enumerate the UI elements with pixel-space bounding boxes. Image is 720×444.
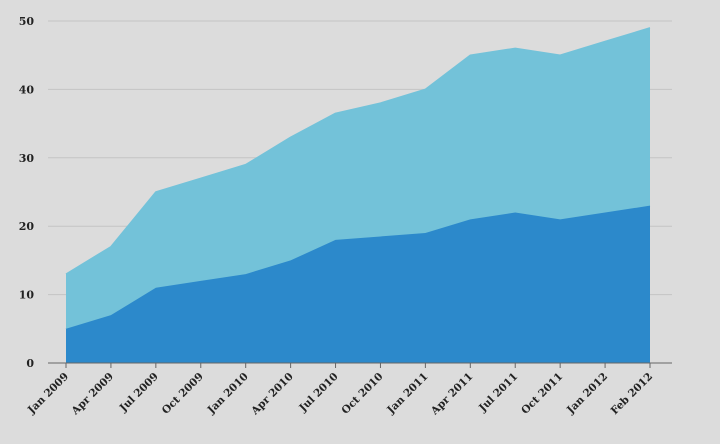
y-tick-label: 40 — [19, 83, 35, 96]
series-areas — [65, 27, 651, 363]
x-tick-label: Apr 2009 — [69, 371, 116, 418]
y-tick-label: 30 — [19, 152, 35, 165]
x-tick-label: Feb 2012 — [609, 371, 656, 418]
x-tick-label: Jul 2009 — [117, 371, 161, 415]
series-line-2 — [65, 27, 651, 275]
axes — [48, 362, 672, 368]
x-tick-label: Jan 2011 — [384, 371, 430, 417]
x-tick-label: Jul 2011 — [476, 371, 520, 415]
y-axis-ticks: 0 10 20 30 40 50 — [19, 15, 35, 370]
x-tick-label: Jan 2010 — [205, 371, 251, 417]
x-tick-label: Jan 2009 — [25, 371, 71, 417]
x-tick-label: Apr 2011 — [428, 371, 475, 418]
y-tick-label: 10 — [19, 289, 35, 302]
x-tick-label: Apr 2010 — [248, 371, 295, 418]
y-tick-label: 0 — [26, 357, 34, 370]
series-area-1 — [66, 205, 650, 363]
series-area-2 — [66, 27, 650, 329]
x-tick-label: Oct 2009 — [160, 371, 206, 417]
x-tick-label: Oct 2010 — [339, 371, 385, 417]
y-tick-label: 50 — [19, 15, 35, 28]
x-tick-label: Jul 2010 — [296, 371, 340, 415]
x-tick-label: Oct 2011 — [519, 371, 565, 417]
x-tick-label: Jan 2012 — [564, 371, 610, 417]
y-tick-label: 20 — [19, 220, 35, 233]
